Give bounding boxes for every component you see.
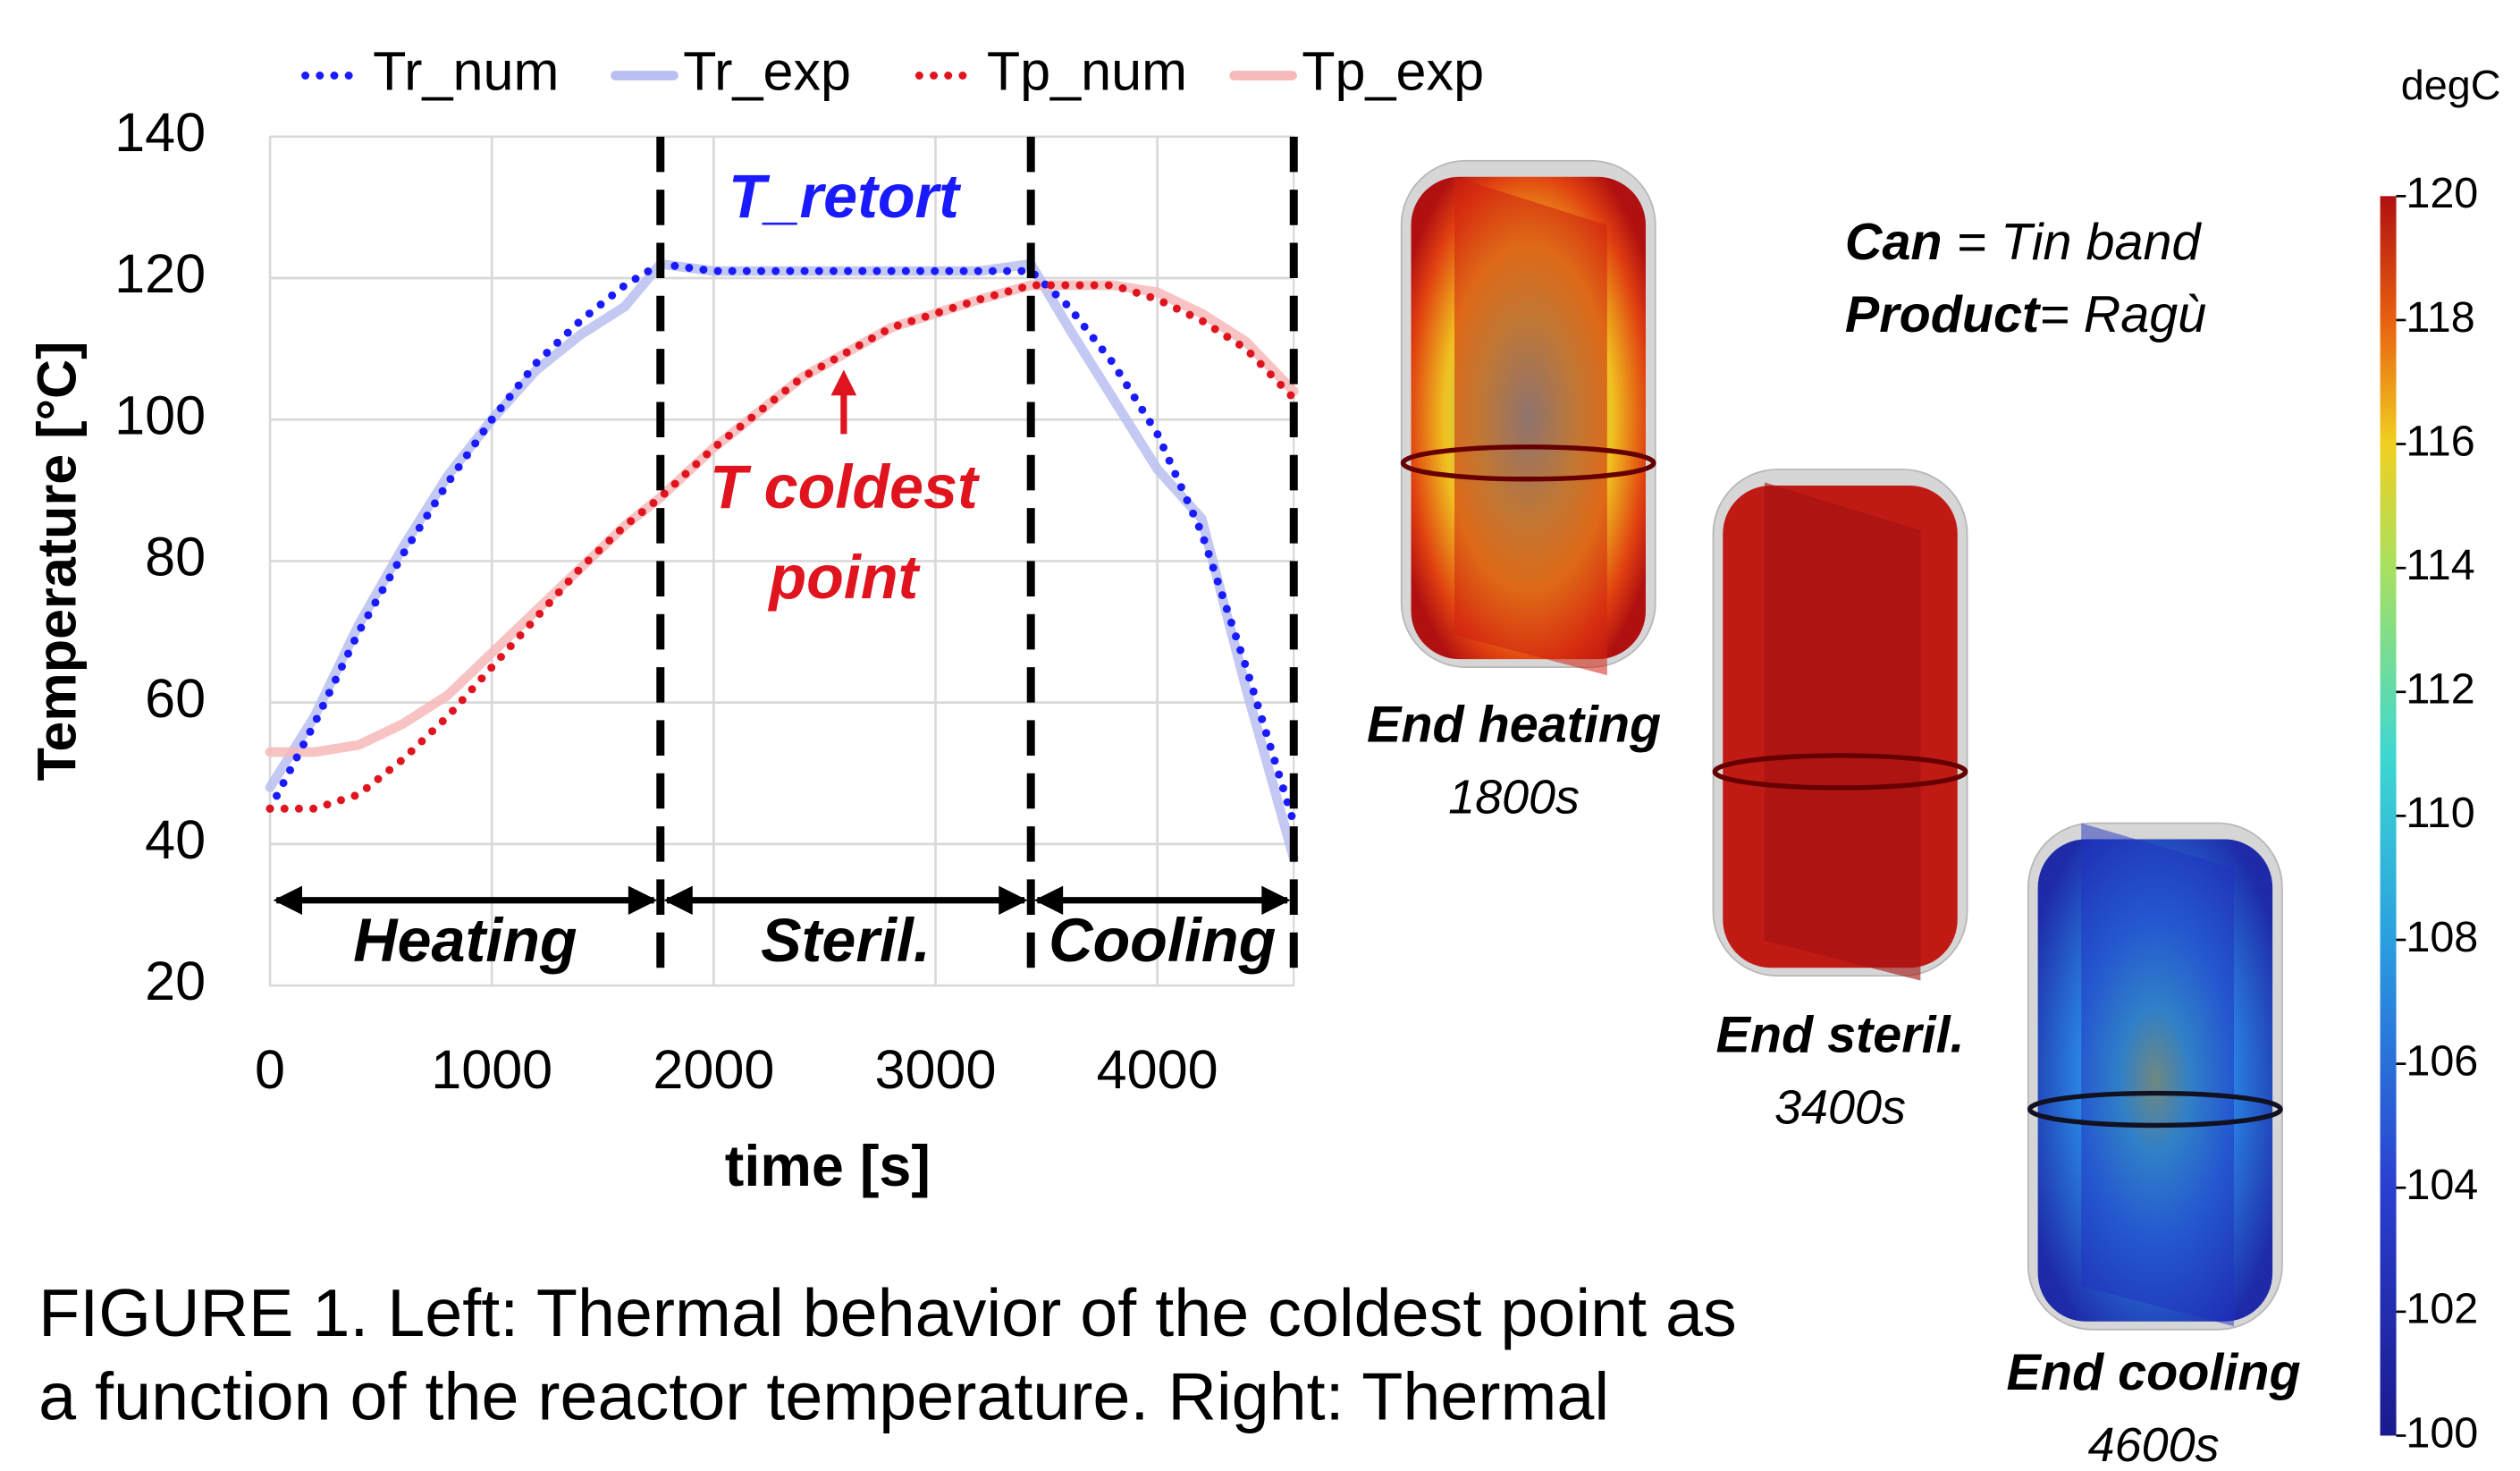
phase-label: Steril. [761, 907, 931, 975]
y-tick-label: 20 [145, 951, 206, 1011]
arrow-head [663, 886, 692, 915]
y-axis-label: Temperature [°C] [26, 341, 87, 781]
colorbar-tick-label: 102 [2406, 1285, 2478, 1333]
arrow-head [274, 886, 302, 915]
y-tick-label: 120 [114, 243, 206, 304]
x-tick-label: 4000 [1097, 1039, 1218, 1100]
legend-label: Tr_num [373, 41, 559, 102]
stage-label: End heating [1367, 697, 1661, 754]
x-tick-label: 2000 [653, 1039, 774, 1100]
y-tick-label: 80 [145, 527, 206, 588]
stage-time: 1800s [1448, 771, 1580, 824]
annotation-coldest: point [767, 544, 921, 612]
material-can: Can = Tin band [1845, 214, 2203, 271]
caption-line: a function of the reactor temperature. R… [38, 1359, 1609, 1434]
x-tick-label: 1000 [431, 1039, 552, 1100]
legend-label: Tr_exp [683, 41, 851, 102]
colorbar-tick-label: 108 [2406, 913, 2478, 961]
can-end-cooling [2028, 823, 2282, 1329]
phase-label: Heating [353, 907, 577, 975]
legend-label: Tp_num [987, 41, 1187, 102]
colorbar-tick-label: 106 [2406, 1036, 2478, 1085]
material-product: Product= Ragù [1845, 286, 2206, 343]
annotation-arrow-head [830, 369, 856, 395]
page: 20 40 60 80 100 120 140 0 1000 2000 3000 4000 time [… [0, 0, 2520, 1471]
x-tick-label: 0 [255, 1039, 285, 1100]
y-tick-label: 60 [145, 668, 206, 729]
can-key: Can [1845, 214, 1943, 271]
stage-label: End steril. [1715, 1007, 1964, 1064]
colorbar: degC 100 102 104 106 108 110 112 114 116 118 120 [2381, 62, 2501, 1457]
stage-time: 3400s [1774, 1081, 1906, 1135]
stage-label: End cooling [2007, 1344, 2301, 1401]
arrow-head [999, 886, 1027, 915]
product-key: Product [1845, 286, 2042, 343]
annotation-retort: T_retort [729, 163, 962, 231]
figure: 20 40 60 80 100 120 140 0 1000 2000 3000 4000 time [… [0, 0, 2520, 1471]
arrow-head [628, 886, 657, 915]
annotation-coldest: T coldest [710, 453, 981, 521]
caption-line: FIGURE 1. Left: Thermal behavior of the … [38, 1275, 1737, 1350]
y-tick-label: 140 [114, 102, 206, 163]
colorbar-scale [2381, 196, 2397, 1435]
stage-time: 4600s [2088, 1418, 2220, 1471]
product-value: = Ragù [2039, 286, 2206, 343]
colorbar-tick-label: 112 [2406, 665, 2474, 714]
line-chart: 20 40 60 80 100 120 140 0 1000 2000 3000 4000 time [… [26, 32, 1523, 1198]
phase-label: Cooling [1049, 907, 1276, 975]
colorbar-tick-label: 114 [2406, 541, 2474, 589]
colorbar-tick-label: 118 [2406, 293, 2474, 342]
x-tick-label: 3000 [875, 1039, 997, 1100]
colorbar-unit: degC [2401, 62, 2501, 108]
can-value: = Tin band [1943, 214, 2203, 271]
colorbar-tick-label: 104 [2406, 1161, 2478, 1209]
colorbar-tick-label: 100 [2406, 1408, 2478, 1457]
can-end-steril [1713, 469, 1967, 981]
colorbar-tick-label: 110 [2406, 789, 2474, 837]
can-end-heating [1402, 161, 1656, 675]
legend-label: Tp_exp [1302, 41, 1484, 102]
colorbar-tick-label: 120 [2406, 169, 2478, 217]
colorbar-tick-label: 116 [2406, 417, 2474, 465]
y-tick-label: 40 [145, 809, 206, 870]
x-axis-label: time [s] [725, 1133, 931, 1198]
y-tick-label: 100 [114, 385, 206, 445]
